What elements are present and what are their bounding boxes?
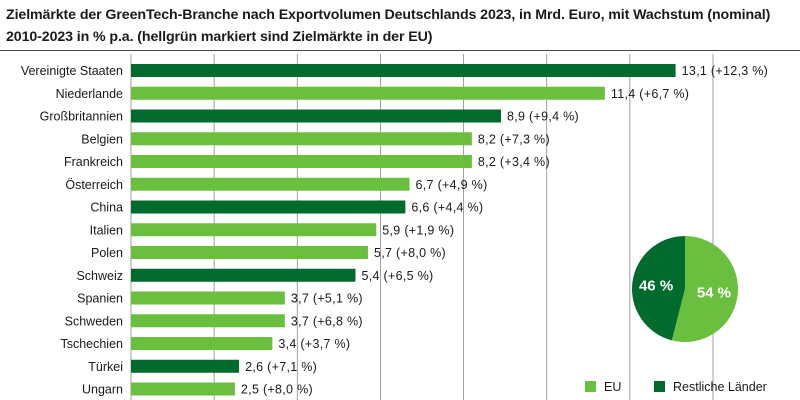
bar-polen bbox=[131, 246, 368, 259]
pie-slice-restliche-laender bbox=[632, 236, 685, 341]
bar-schweden bbox=[131, 314, 285, 328]
category-label-vereinigte-staaten: Vereinigte Staaten bbox=[21, 64, 123, 78]
pie-chart: 54 % 46 % bbox=[632, 236, 739, 342]
bar-frankreich bbox=[131, 155, 472, 168]
bar-oesterreich bbox=[131, 177, 410, 191]
legend-swatch-restliche-laender bbox=[654, 381, 665, 392]
category-label-polen: Polen bbox=[91, 246, 123, 260]
value-label-schweiz: 5,4 (+6,5 %) bbox=[361, 269, 433, 283]
category-label-italien: Italien bbox=[90, 223, 123, 237]
pie-slice-eu bbox=[671, 236, 739, 342]
bar-grossbritannien bbox=[131, 109, 501, 123]
category-labels: Vereinigte Staaten Niederlande Großbritann… bbox=[21, 64, 123, 397]
pie-label-eu: 54 % bbox=[697, 285, 731, 302]
value-label-niederlande: 11,4 (+6,7 %) bbox=[611, 87, 689, 101]
category-label-china: China bbox=[90, 201, 123, 215]
pie-label-restliche-laender: 46 % bbox=[639, 277, 673, 294]
category-label-grossbritannien: Großbritannien bbox=[40, 110, 123, 124]
value-label-belgien: 8,2 (+7,3 %) bbox=[478, 132, 550, 146]
bar-vereinigte-staaten bbox=[131, 64, 676, 77]
bar-schweiz bbox=[131, 268, 356, 282]
value-label-frankreich: 8,2 (+3,4 %) bbox=[478, 155, 550, 169]
category-label-schweden: Schweden bbox=[65, 314, 123, 328]
bar-spanien bbox=[131, 291, 285, 305]
value-label-spanien: 3,7 (+5,1 %) bbox=[291, 292, 363, 306]
value-label-vereinigte-staaten: 13,1 (+12,3 %) bbox=[682, 64, 769, 78]
legend-swatch-eu bbox=[585, 381, 596, 392]
category-label-tschechien: Tschechien bbox=[60, 337, 123, 351]
title-divider bbox=[0, 50, 800, 51]
bar-tuerkei bbox=[131, 359, 240, 373]
legend-label-eu: EU bbox=[604, 380, 621, 394]
category-label-spanien: Spanien bbox=[77, 292, 123, 306]
value-label-oesterreich: 6,7 (+4,9 %) bbox=[416, 178, 488, 192]
value-label-tuerkei: 2,6 (+7,1 %) bbox=[245, 360, 317, 374]
value-label-polen: 5,7 (+8,0 %) bbox=[374, 246, 446, 260]
value-label-ungarn: 2,5 (+8,0 %) bbox=[241, 383, 313, 397]
bars bbox=[131, 64, 676, 396]
category-label-belgien: Belgien bbox=[81, 132, 123, 146]
bar-ungarn bbox=[131, 382, 235, 396]
category-label-frankreich: Frankreich bbox=[64, 155, 123, 169]
bar-tschechien bbox=[131, 337, 273, 350]
value-labels: 13,1 (+12,3 %) 11,4 (+6,7 %) 8,9 (+9,4 %) 8… bbox=[241, 64, 768, 397]
bar-italien bbox=[131, 223, 377, 237]
value-label-china: 6,6 (+4,4 %) bbox=[411, 201, 483, 215]
category-label-ungarn: Ungarn bbox=[82, 383, 123, 397]
bar-china bbox=[131, 200, 406, 214]
value-label-schweden: 3,7 (+6,8 %) bbox=[291, 314, 363, 328]
value-label-tschechien: 3,4 (+3,7 %) bbox=[278, 337, 350, 351]
category-label-tuerkei: Türkei bbox=[88, 360, 123, 374]
bar-belgien bbox=[131, 132, 472, 146]
chart-title: Zielmärkte der GreenTech-Branche nach Ex… bbox=[6, 7, 771, 45]
value-label-italien: 5,9 (+1,9 %) bbox=[382, 223, 454, 237]
category-label-oesterreich: Österreich bbox=[65, 178, 123, 192]
legend-label-restliche-laender: Restliche Länder bbox=[673, 380, 767, 394]
legend: EU Restliche Länder bbox=[585, 380, 767, 394]
value-label-grossbritannien: 8,9 (+9,4 %) bbox=[507, 110, 579, 124]
category-label-niederlande: Niederlande bbox=[56, 87, 123, 101]
bar-niederlande bbox=[131, 86, 605, 100]
category-label-schweiz: Schweiz bbox=[76, 269, 123, 283]
